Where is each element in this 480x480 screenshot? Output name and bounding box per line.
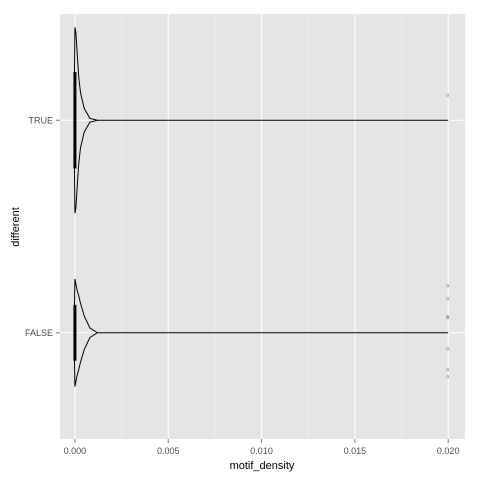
- x-tick-label: 0.010: [250, 446, 273, 456]
- y-axis-title: different: [10, 207, 22, 247]
- y-tick-label: TRUE: [29, 115, 54, 125]
- outlier-point: [446, 347, 450, 351]
- x-tick-label: 0.005: [157, 446, 180, 456]
- violins: [73, 27, 449, 387]
- x-tick-label: 0.020: [437, 446, 460, 456]
- outlier-point: [446, 93, 450, 97]
- plot-panel: [60, 14, 465, 439]
- x-tick-label: 0.015: [344, 446, 367, 456]
- x-axis-title: motif_density: [230, 460, 295, 472]
- point-cluster-true: [73, 71, 77, 169]
- x-tick-label: 0.000: [64, 446, 87, 456]
- y-tick-label: FALSE: [25, 328, 53, 338]
- y-axis-ticks: TRUE FALSE: [25, 115, 60, 338]
- point-cluster-false: [73, 304, 77, 361]
- outlier-point: [446, 315, 450, 319]
- x-axis-ticks: 0.000 0.005 0.010 0.015 0.020: [64, 439, 460, 456]
- outlier-point: [446, 297, 450, 301]
- outlier-point: [446, 368, 450, 372]
- outlier-point: [446, 375, 450, 379]
- violin-true: [73, 27, 449, 214]
- outlier-point: [446, 316, 450, 320]
- violin-false: [73, 278, 449, 387]
- outlier-point: [446, 284, 450, 288]
- outlier-points: [446, 93, 450, 379]
